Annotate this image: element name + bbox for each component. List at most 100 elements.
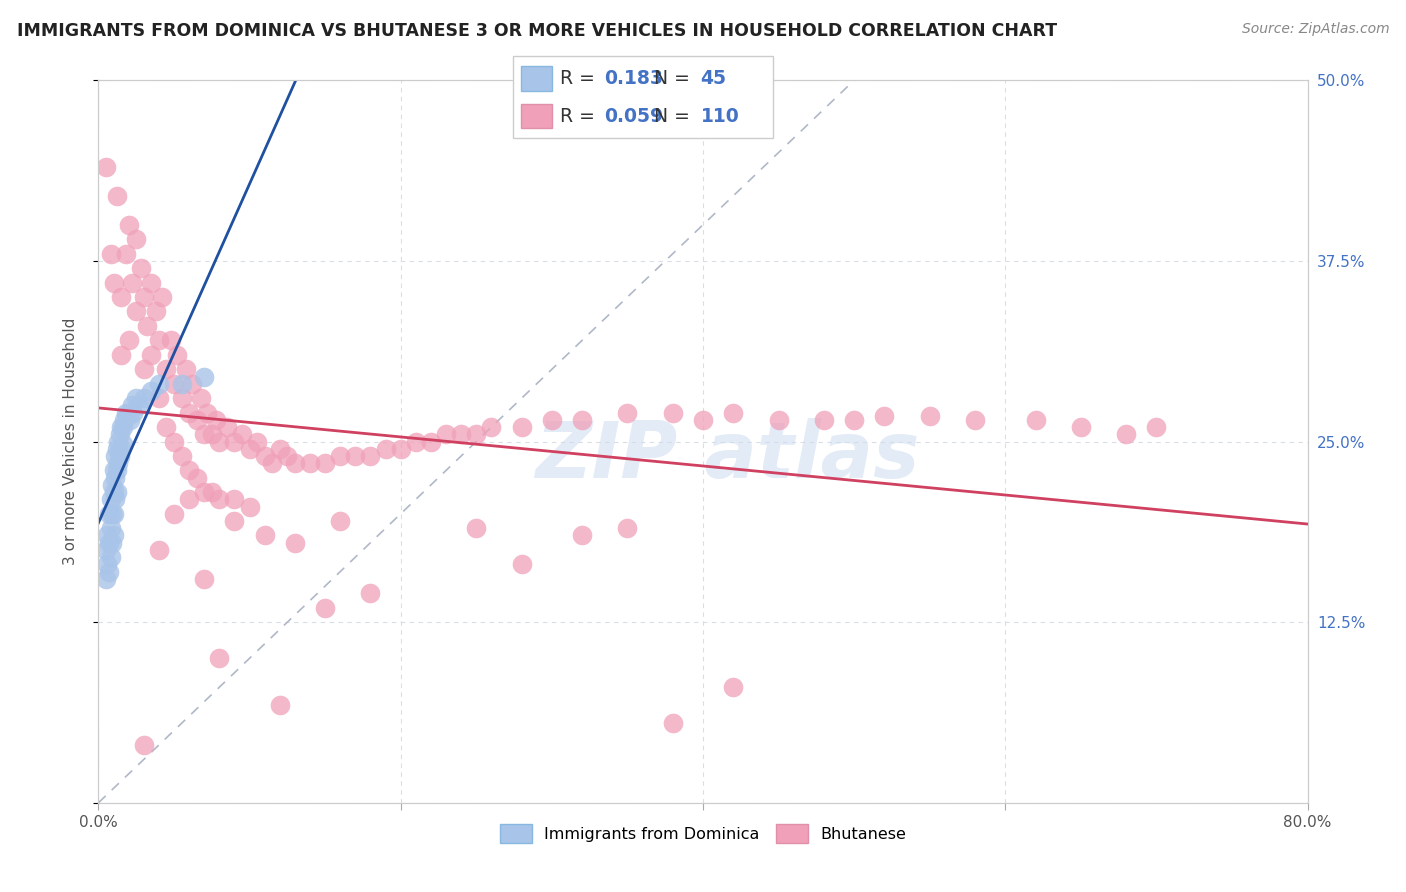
Bar <box>522 103 553 128</box>
Point <box>122 406 145 420</box>
Point <box>873 409 896 423</box>
Point <box>111 437 134 451</box>
Point <box>104 492 127 507</box>
Point <box>269 442 291 456</box>
Point <box>98 507 121 521</box>
Point <box>193 369 215 384</box>
Point <box>465 427 488 442</box>
Point <box>94 572 117 586</box>
Point <box>103 276 125 290</box>
Point <box>284 535 307 549</box>
Point <box>571 413 593 427</box>
Point <box>121 398 143 412</box>
Point <box>125 304 148 318</box>
Point <box>110 290 132 304</box>
Point <box>186 413 208 427</box>
Point <box>360 586 382 600</box>
Point <box>121 276 143 290</box>
Point <box>110 442 132 456</box>
Point <box>114 246 136 260</box>
Point <box>96 558 118 572</box>
Point <box>110 420 132 434</box>
Text: 45: 45 <box>700 69 727 87</box>
Point <box>224 434 246 449</box>
Point <box>723 406 745 420</box>
Text: R =: R = <box>560 69 600 87</box>
Point <box>329 514 352 528</box>
Point <box>661 716 683 731</box>
Point <box>813 413 835 427</box>
Point <box>179 406 201 420</box>
Point <box>148 334 170 348</box>
Point <box>262 456 284 470</box>
Point <box>94 542 117 557</box>
Point <box>108 449 131 463</box>
Point <box>170 376 193 391</box>
Point <box>269 698 291 712</box>
Point <box>111 420 134 434</box>
Point <box>231 427 253 442</box>
Text: ZIP atlas: ZIP atlas <box>536 418 920 494</box>
Point <box>276 449 298 463</box>
Point <box>1144 420 1167 434</box>
Bar <box>522 66 553 91</box>
Point <box>420 434 443 449</box>
Point <box>160 334 183 348</box>
Point <box>101 478 124 492</box>
Point <box>118 334 141 348</box>
Point <box>215 420 238 434</box>
Point <box>163 434 186 449</box>
Text: R =: R = <box>560 107 600 126</box>
Point <box>170 391 193 405</box>
Point <box>96 528 118 542</box>
Point <box>224 514 246 528</box>
Point <box>299 456 322 470</box>
Point <box>105 442 128 456</box>
Point <box>181 376 204 391</box>
Point <box>100 246 122 260</box>
Point <box>389 442 412 456</box>
Point <box>101 535 124 549</box>
Point <box>132 738 155 752</box>
Point <box>450 427 472 442</box>
Point <box>481 420 503 434</box>
Point <box>103 507 125 521</box>
Point <box>314 600 336 615</box>
Point <box>105 485 128 500</box>
Point <box>125 232 148 246</box>
Point <box>510 420 533 434</box>
Text: 0.183: 0.183 <box>605 69 664 87</box>
Point <box>661 406 683 420</box>
Point <box>100 521 122 535</box>
Point <box>1070 420 1092 434</box>
Point <box>616 521 638 535</box>
Point <box>125 391 148 405</box>
Point <box>193 485 215 500</box>
Point <box>170 449 193 463</box>
Point <box>253 528 276 542</box>
Text: 0.059: 0.059 <box>605 107 664 126</box>
Point <box>163 376 186 391</box>
Point <box>103 463 125 477</box>
Point <box>344 449 367 463</box>
Point <box>186 470 208 484</box>
Point <box>118 218 141 232</box>
Point <box>94 160 117 174</box>
Point <box>179 492 201 507</box>
Text: IMMIGRANTS FROM DOMINICA VS BHUTANESE 3 OR MORE VEHICLES IN HOUSEHOLD CORRELATIO: IMMIGRANTS FROM DOMINICA VS BHUTANESE 3 … <box>17 22 1057 40</box>
Point <box>208 492 231 507</box>
Point <box>132 391 155 405</box>
Point <box>768 413 790 427</box>
Point <box>103 485 125 500</box>
Point <box>107 434 129 449</box>
Point <box>148 391 170 405</box>
Point <box>101 507 124 521</box>
Point <box>405 434 427 449</box>
Point <box>360 449 382 463</box>
Point <box>132 362 155 376</box>
Point <box>965 413 987 427</box>
Point <box>141 384 163 398</box>
Point <box>284 456 307 470</box>
Point <box>571 528 593 542</box>
Point <box>201 485 224 500</box>
